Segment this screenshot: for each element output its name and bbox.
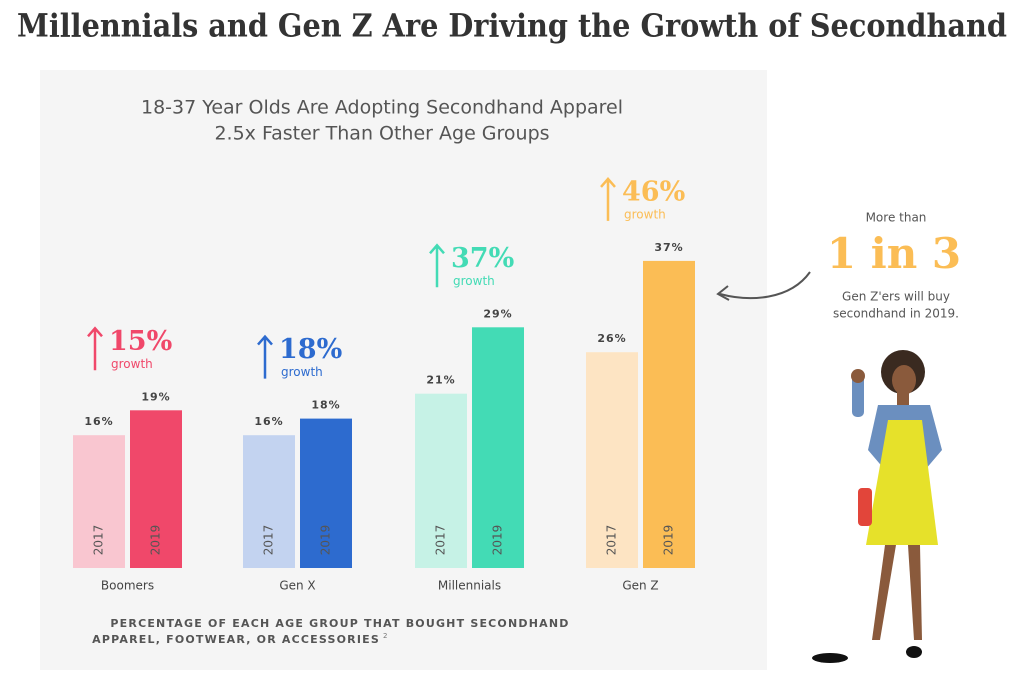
bar [415,393,467,568]
growth-arrow [429,243,445,288]
bar [643,260,695,568]
callout-highlight: 1 in 3 [827,229,961,278]
subtitle: 2.5x Faster Than Other Age Groups [214,123,549,145]
growth-label: 37% [451,243,514,274]
value-label: 16% [254,415,283,428]
photo [812,350,942,663]
bar [243,435,295,568]
callout-arrowhead [716,285,730,301]
note: APPAREL, FOOTWEAR, OR ACCESSORIES [92,633,380,646]
bar [300,418,352,568]
bar [73,435,125,568]
note-ref: 2 [383,632,387,640]
growth-label: 46% [622,176,685,207]
value-label: 21% [426,374,455,387]
category-label: Boomers [101,579,154,593]
value-label: 19% [141,390,170,403]
growth-label: 18% [279,334,342,365]
growth-text: growth [111,357,153,371]
category-label: Millennials [438,579,501,593]
year-label: 2019 [149,525,163,556]
growth-arrow [600,177,616,221]
growth-label: 15% [109,326,172,357]
growth-arrow [87,326,103,371]
title: Millennials and Gen Z Are Driving the Gr… [17,7,1007,45]
year-label: 2019 [319,525,333,556]
callout-text: Gen Z'ers will buy [842,290,950,304]
callout-text: secondhand in 2019. [833,307,959,321]
growth-arrow [257,334,273,379]
value-label: 26% [597,332,626,345]
value-label: 29% [483,307,512,320]
year-label: 2017 [605,525,619,556]
category-label: Gen X [279,579,315,593]
bar [586,352,638,568]
year-label: 2017 [434,525,448,556]
callout-lead: More than [866,211,927,225]
year-label: 2019 [491,525,505,556]
value-label: 18% [311,399,340,412]
bar [130,410,182,568]
subtitle: 18-37 Year Olds Are Adopting Secondhand … [141,97,623,119]
growth-text: growth [281,365,323,379]
year-label: 2017 [262,525,276,556]
growth-text: growth [624,207,666,221]
value-label: 16% [84,415,113,428]
bar [472,327,524,568]
year-label: 2017 [92,525,106,556]
callout-arrow [719,271,811,299]
value-label: 37% [654,241,683,254]
year-label: 2019 [662,525,676,556]
growth-text: growth [453,274,495,288]
category-label: Gen Z [622,579,658,593]
note: PERCENTAGE OF EACH AGE GROUP THAT BOUGHT… [110,617,569,630]
